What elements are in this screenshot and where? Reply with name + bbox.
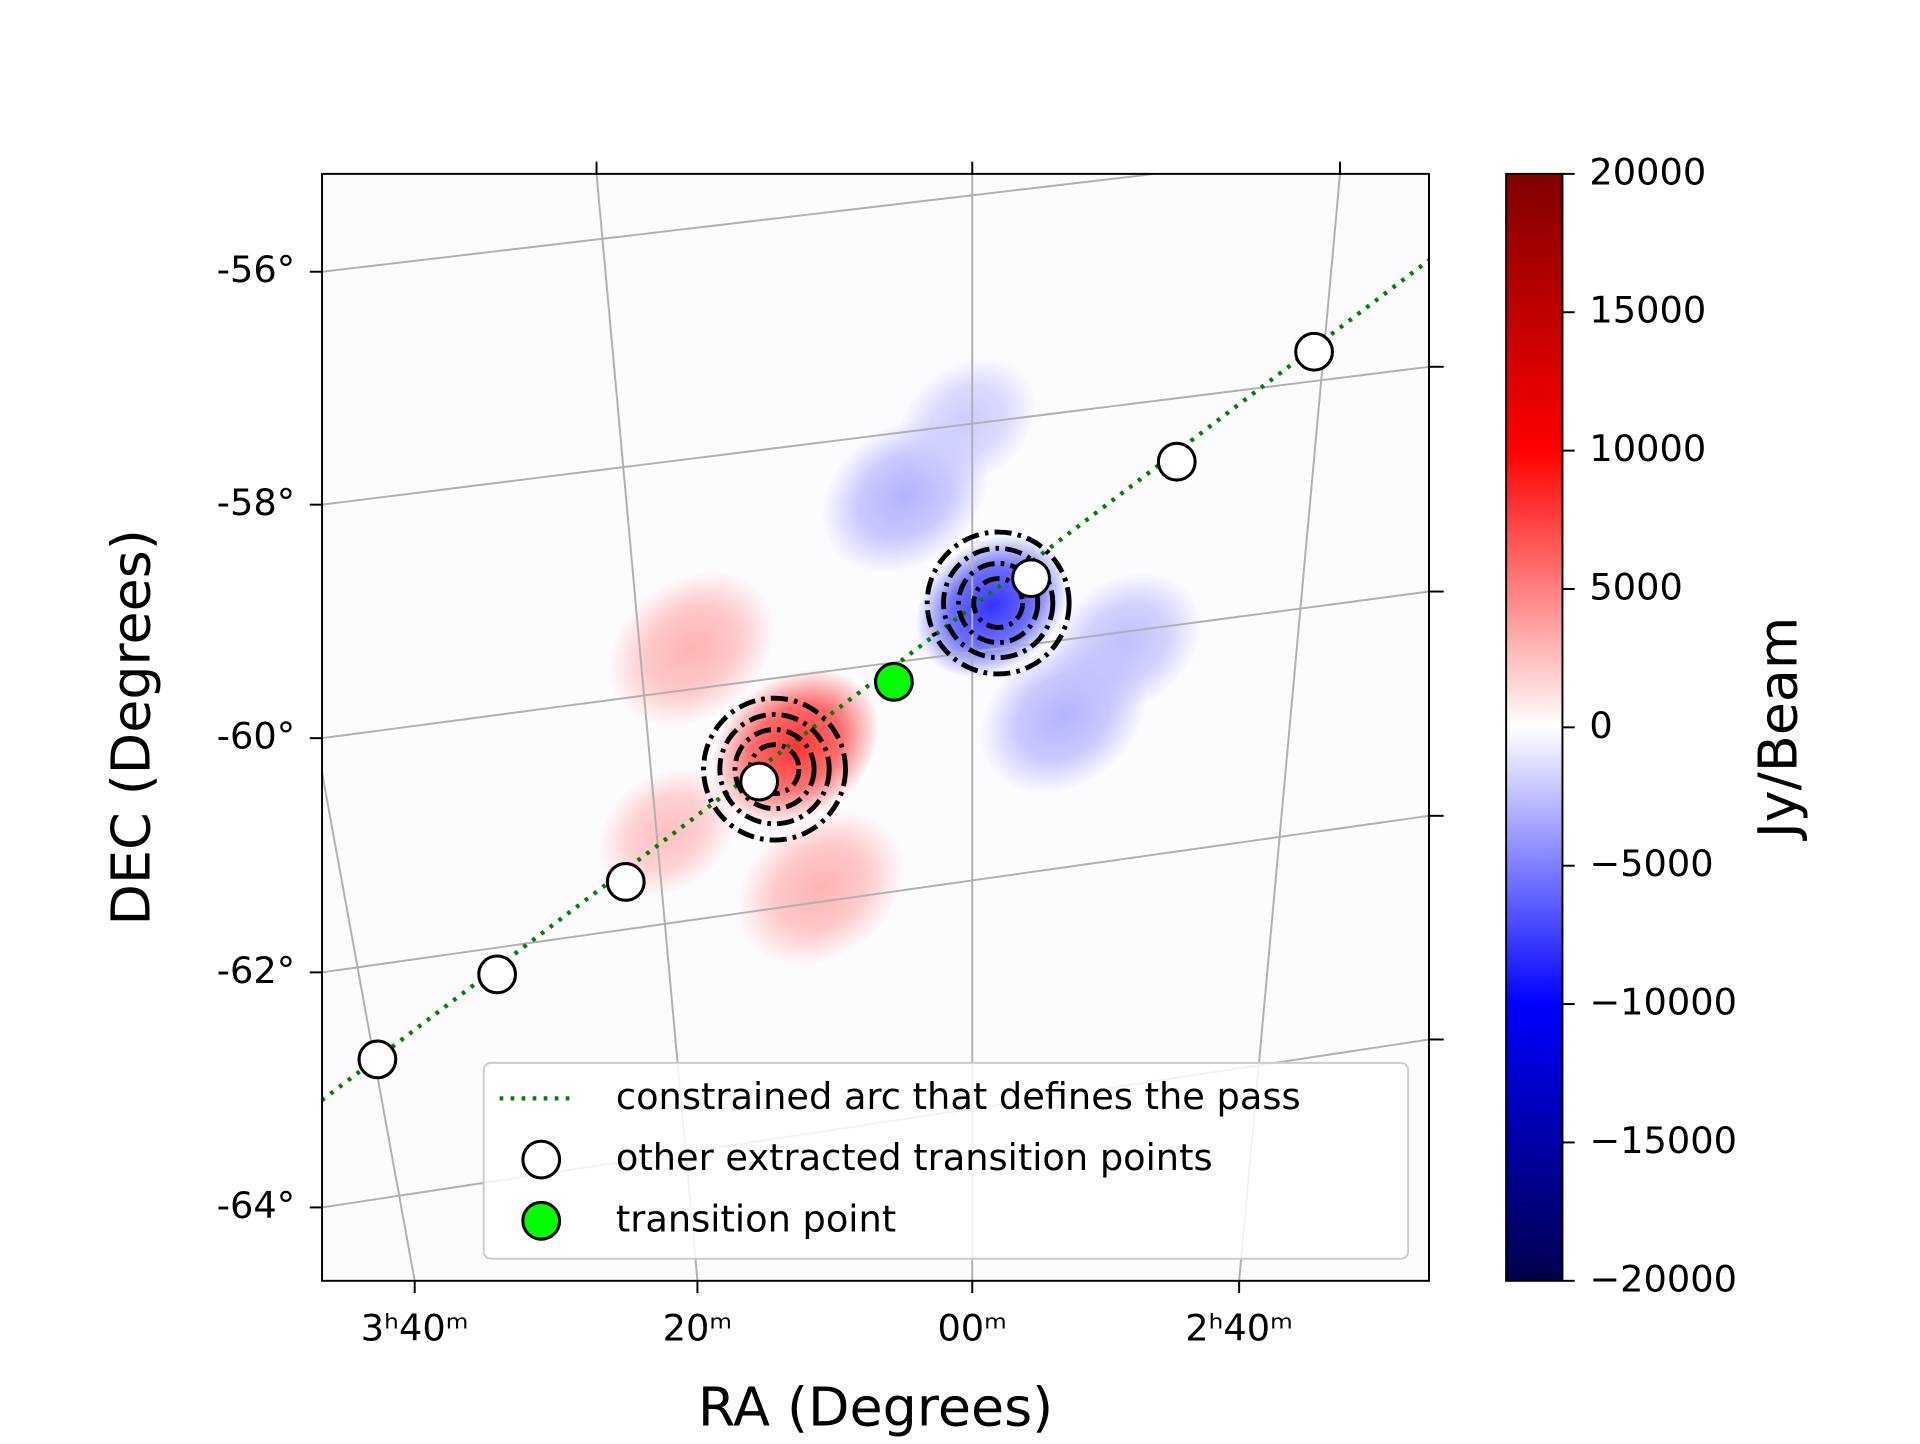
colorbar-tick-label: 10000 (1589, 427, 1706, 470)
y-tick-label: -62° (217, 949, 295, 992)
legend-swatch (521, 1139, 562, 1180)
grid-line (322, 590, 1429, 740)
transition-point (605, 862, 646, 902)
contour (701, 695, 848, 843)
legend: constrained arc that defines the pass oth… (482, 1061, 1410, 1260)
x-tick-label: 00ᵐ (937, 1306, 1007, 1349)
colorbar-tick-label: −15000 (1589, 1119, 1737, 1162)
grid-line (322, 814, 1429, 974)
colorbar-label: Jy/Beam (1746, 617, 1809, 841)
heat-component (1047, 571, 1202, 715)
x-tick-label: 20ᵐ (663, 1306, 733, 1349)
colorbar-tick-label: 5000 (1589, 565, 1682, 608)
grid-line (322, 173, 1163, 273)
colorbar-tick-label: −5000 (1589, 842, 1713, 885)
transition-point (739, 761, 780, 802)
y-axis-label: DEC (Degrees) (99, 529, 162, 925)
transition-point (1011, 558, 1051, 599)
colorbar-tick-label: 15000 (1589, 289, 1706, 332)
y-tick-label: -56° (217, 248, 295, 291)
y-tick-label: -60° (217, 715, 295, 758)
x-axis-label: RA (Degrees) (698, 1375, 1053, 1438)
legend-swatch (521, 1200, 562, 1241)
transition-point (357, 1039, 398, 1080)
legend-label: other extracted transition points (616, 1136, 1213, 1179)
heat-component (736, 810, 905, 967)
colorbar-tick-label: −10000 (1589, 981, 1737, 1024)
x-tick-label: 3ʰ40ᵐ (361, 1306, 469, 1349)
transition-point (1156, 441, 1197, 482)
legend-label: constrained arc that defines the pass (616, 1075, 1301, 1118)
contour (924, 529, 1072, 677)
contour (941, 545, 1056, 661)
legend-box (482, 1061, 1410, 1260)
axes: 3ʰ40ᵐ 20ᵐ 00ᵐ 2ʰ40ᵐ -56° -58° -60° -62° -64° 2000… (217, 150, 1737, 1349)
colorbar-tick-label: −20000 (1589, 1257, 1737, 1300)
marks (322, 258, 1429, 1103)
grid-line (1238, 173, 1342, 1281)
heat-component (607, 570, 776, 727)
colorbar-tick-label: 20000 (1589, 150, 1706, 193)
contour (956, 560, 1041, 645)
heat-component (897, 356, 1038, 488)
legend-label: transition point (616, 1197, 896, 1240)
colorbar (1505, 172, 1564, 1282)
y-tick-label: -58° (217, 481, 295, 524)
y-tick-label: -64° (217, 1184, 295, 1227)
x-tick-label: 2ʰ40ᵐ (1185, 1306, 1293, 1349)
contour (971, 576, 1026, 630)
plot-frame (321, 172, 1430, 1282)
grid-line (595, 173, 699, 1281)
transition-point (874, 661, 914, 702)
colorbar-tick-label: 0 (1589, 704, 1612, 747)
contour (732, 727, 817, 812)
contour (717, 711, 832, 827)
transition-point (1294, 331, 1334, 372)
transition-point (477, 954, 518, 995)
grid-line (322, 365, 1429, 506)
